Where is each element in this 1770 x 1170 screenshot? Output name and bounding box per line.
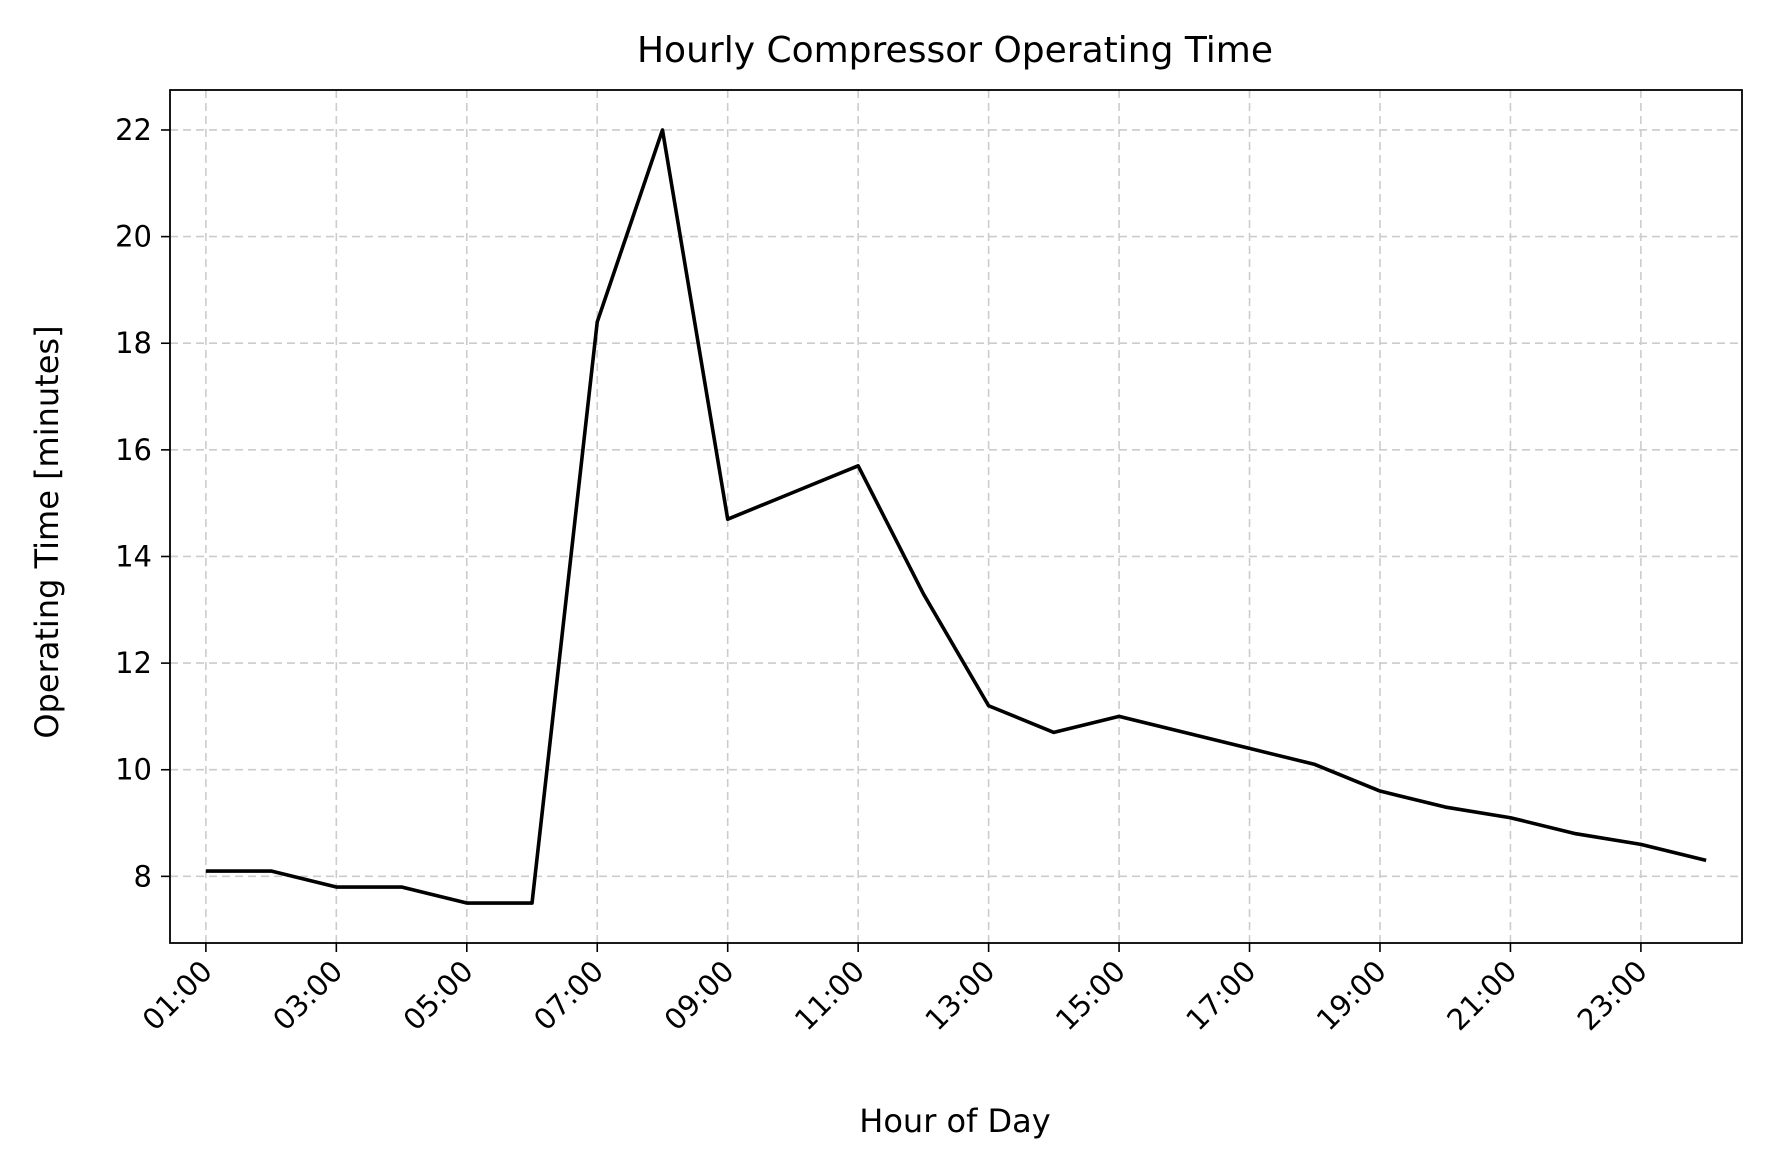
y-tick-label: 22 xyxy=(115,113,152,147)
x-axis-label: Hour of Day xyxy=(859,1102,1050,1140)
grid-layer xyxy=(170,90,1742,943)
y-tick-label: 16 xyxy=(115,433,152,467)
chart-title: Hourly Compressor Operating Time xyxy=(637,30,1273,71)
plot-frame xyxy=(169,89,1743,944)
y-axis-label: Operating Time [minutes] xyxy=(28,325,66,738)
y-tick-label: 8 xyxy=(134,859,152,893)
y-tick-label: 10 xyxy=(115,753,152,787)
y-tick-label: 14 xyxy=(115,539,152,573)
series-line xyxy=(205,128,1707,905)
y-tick-label: 18 xyxy=(115,326,152,360)
series-layer xyxy=(205,128,1707,905)
y-tick-label: 20 xyxy=(115,220,152,254)
y-tick-label: 12 xyxy=(115,646,152,680)
